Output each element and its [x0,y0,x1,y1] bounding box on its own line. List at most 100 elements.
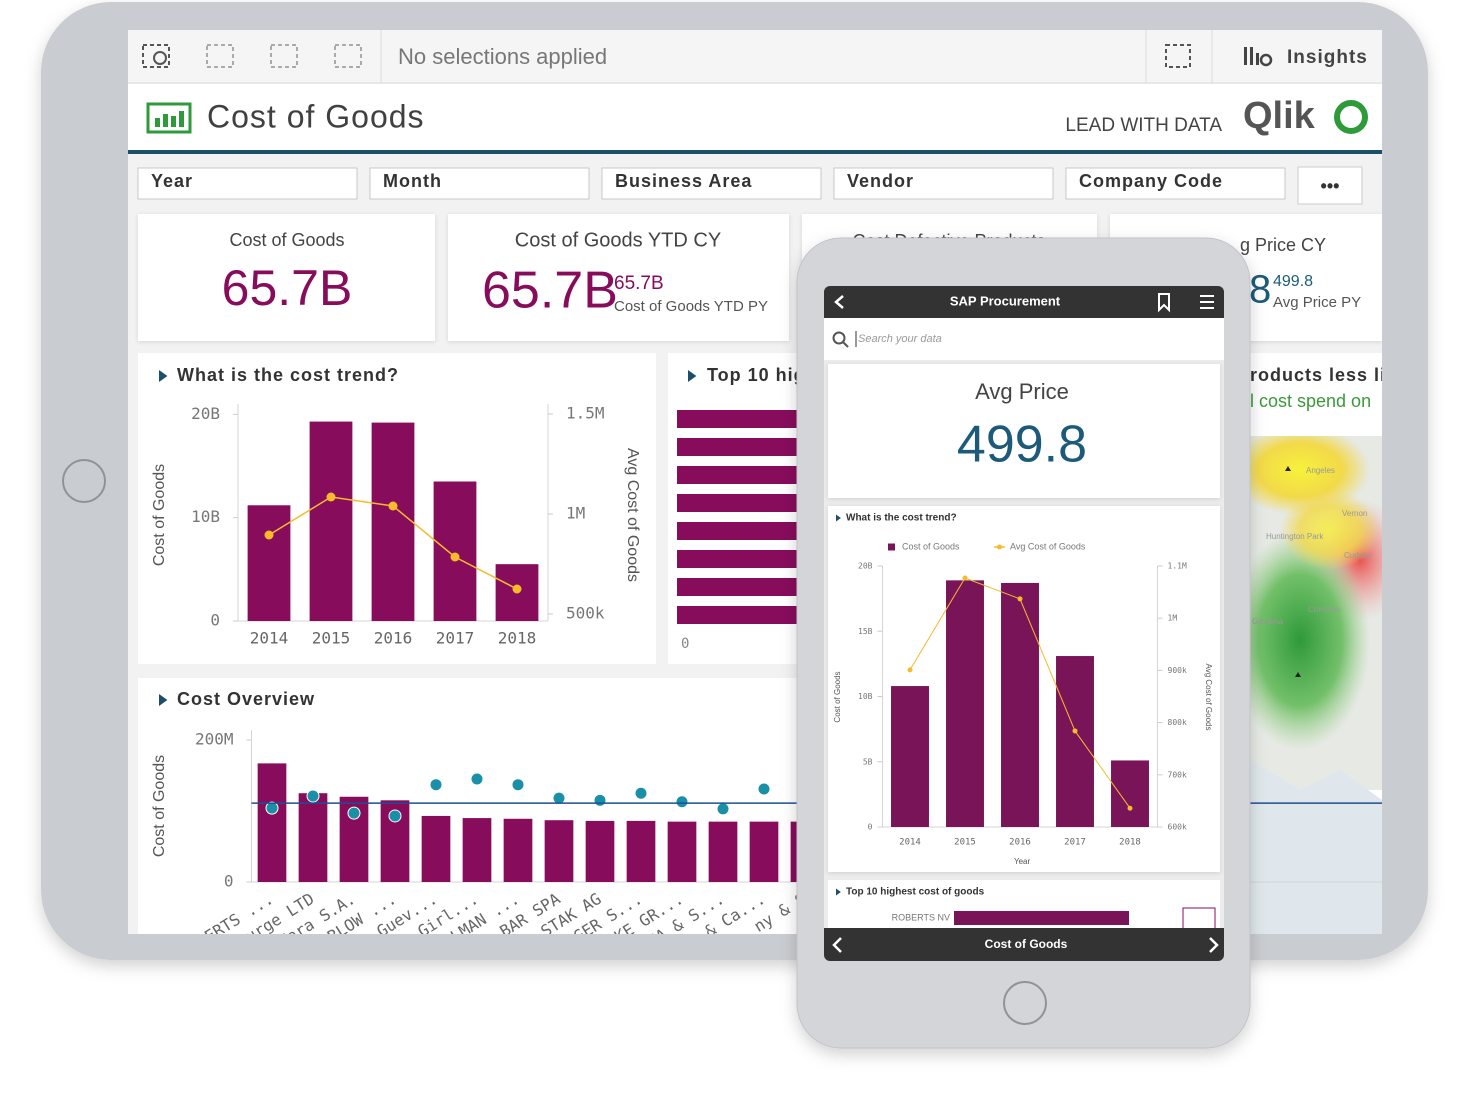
point [552,791,566,805]
selection-tool-icon[interactable] [1165,44,1191,68]
y-tick-label: 20B [191,404,220,423]
more-filters[interactable] [1297,166,1363,205]
filter-box[interactable] [137,167,358,200]
line-point [1017,596,1023,602]
y2-tick-label: 1.1M [1168,562,1187,571]
map-place: Cudahy [1344,551,1372,560]
phone: 0 5B 10B 15B 20B 600k 700k 800k 900k 1M 1.1M 2014 20… [796,237,1251,1049]
line-point [512,584,522,594]
x-tick-label: 2016 [374,629,413,648]
x-tick-label: 2017 [436,629,475,648]
y-tick-label: 0 [224,872,234,891]
search-icon [832,331,846,345]
bar [544,820,574,882]
selection-status: No selections applied [398,44,607,69]
line-point [907,667,913,673]
map-place: Compton [1308,605,1340,614]
kpi-value: 65.7B [222,260,353,316]
phone-topbar [824,286,1224,318]
kpi-card [828,364,1220,498]
top10-bar [677,522,807,540]
search-placeholder: Search your data [858,333,942,345]
back-icon[interactable] [206,44,234,68]
expand-arrow[interactable] [688,370,697,382]
y-tick-label: 10B [858,692,873,701]
point [511,778,525,792]
x-tick-label: 2014 [899,838,921,848]
map-place: Gardena [1252,617,1284,626]
bookmark-icon[interactable] [1158,293,1170,313]
top10-bar [677,438,807,456]
top10-title: Top 10 hig [707,365,806,385]
chart-title: Cost Overview [177,689,315,709]
top10-bar [677,410,807,428]
kpi-card [448,214,789,341]
x-tick-label: 2018 [1119,838,1141,848]
filter-label: Month [383,171,442,191]
y2-axis-label: Avg Cost of Goods [1204,664,1213,731]
expand-arrow[interactable] [836,514,841,522]
top10-bar [677,494,807,512]
kpi-compare-value: 499.8 [1273,273,1313,290]
y2-tick-label: 1M [1168,614,1178,623]
point [634,786,648,800]
toolbar [128,30,1382,83]
point [757,782,771,796]
x-tick-label: 2017 [1064,838,1086,848]
line-point [264,530,274,540]
y-axis-label: Cost of Goods [833,671,842,722]
expand-arrow[interactable] [159,694,168,706]
bar [309,421,353,621]
y2-tick-label: 1M [566,504,585,523]
y-axis-label: Cost of Goods [151,755,168,857]
map-place: Vernon [1342,509,1367,518]
kpi-value: 65.7B [482,262,618,320]
tablet-home-button[interactable] [62,459,106,503]
search-lens [153,51,167,65]
sheet-header [128,84,1382,151]
y2-tick-label: 500k [566,604,605,623]
filter-box[interactable] [369,167,590,200]
legend-label: Avg Cost of Goods [1010,541,1086,551]
forward-icon[interactable] [270,44,298,68]
search-bar[interactable] [824,318,1224,360]
point [716,802,730,816]
bar [462,818,492,882]
point [470,772,484,786]
filter-box[interactable] [833,167,1054,200]
line-point [450,552,460,562]
filter-box[interactable] [601,167,822,200]
y2-tick-label: 1.5M [566,404,605,423]
x-axis-label: Year [1014,857,1031,866]
filter-box[interactable] [1065,167,1286,200]
x-tick-label: 2016 [1009,838,1031,848]
legend-swatch [888,543,895,551]
filter-label: Vendor [847,171,914,191]
top10-bar [677,466,807,484]
next-sheet[interactable] [1209,937,1219,953]
prev-sheet[interactable] [832,937,842,953]
expand-arrow[interactable] [836,888,841,896]
sheet-title: Cost of Goods [207,98,425,134]
phone-title: SAP Procurement [950,293,1061,308]
bar [298,793,328,882]
chart-title: What is the cost trend? [846,513,957,524]
smart-search-icon[interactable] [142,44,170,68]
back-chevron[interactable] [834,295,844,309]
kpi-compare-label: Avg Price PY [1273,294,1361,311]
map-sea [1250,760,1382,934]
expand-arrow[interactable] [159,370,168,382]
top10-category: ROBERTS NV [892,912,950,922]
menu-icon[interactable] [1200,295,1214,309]
point [388,809,402,823]
bar [433,481,477,621]
phone-home-button[interactable] [1003,981,1047,1025]
bar [247,505,291,621]
y-axis-label: Cost of Goods [151,464,168,566]
toolbar-icons [142,44,1191,68]
kpi-value: 499.8 [957,416,1087,474]
insights-button: Insights [1287,47,1368,68]
clear-icon[interactable] [334,44,362,68]
phone-screen: 0 5B 10B 15B 20B 600k 700k 800k 900k 1M 1.1M 2014 20… [824,286,1224,961]
bar [667,821,697,882]
